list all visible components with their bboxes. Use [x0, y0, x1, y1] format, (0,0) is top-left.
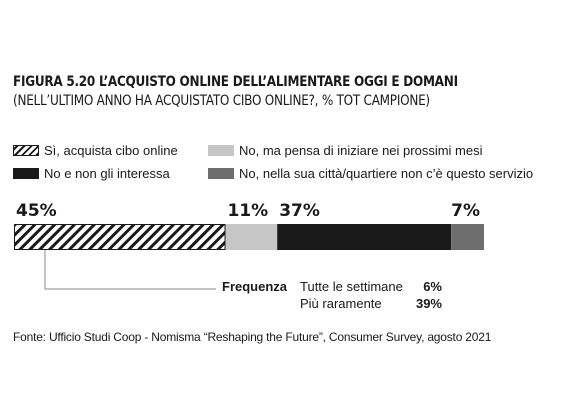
value-label-1: 45% — [16, 201, 57, 221]
chart-subtitle: (NELL’ULTIMO ANNO HA ACQUISTATO CIBO ONL… — [13, 93, 430, 109]
breakdown-item-label: Tutte le settimane — [300, 279, 403, 294]
legend-swatch-black — [13, 168, 39, 179]
legend-item-maybe: No, ma pensa di iniziare nei prossimi me… — [208, 143, 482, 158]
legend-swatch-hatched — [13, 145, 39, 156]
bar-segment-outline — [14, 224, 226, 250]
breakdown-item-value: 39% — [416, 296, 442, 311]
bar-segment-1 — [14, 224, 226, 250]
bar-segment-4 — [451, 224, 484, 250]
legend-item-yes: Sì, acquista cibo online — [13, 143, 178, 158]
legend-label: No e non gli interessa — [44, 166, 170, 181]
value-label-4: 7% — [451, 201, 480, 221]
legend-item-no: No e non gli interessa — [13, 166, 170, 181]
bar-segment-2 — [225, 224, 278, 250]
chart-title: FIGURA 5.20 L’ACQUISTO ONLINE DELL’ALIME… — [13, 74, 458, 90]
breakdown-item-label: Più raramente — [300, 296, 382, 311]
leader-line — [44, 250, 216, 290]
value-label-3: 37% — [279, 201, 320, 221]
value-label-2: 11% — [228, 201, 269, 221]
legend-label: Sì, acquista cibo online — [44, 143, 178, 158]
legend-label: No, ma pensa di iniziare nei prossimi me… — [239, 143, 483, 158]
bar-segment-3 — [277, 224, 452, 250]
legend-swatch-light-gray — [208, 145, 234, 156]
legend-label: No, nella sua città/quartiere non c’è qu… — [239, 166, 534, 181]
legend-swatch-dark-gray — [208, 168, 234, 179]
legend-item-no-service: No, nella sua città/quartiere non c’è qu… — [208, 166, 533, 181]
source-note: Fonte: Ufficio Studi Coop - Nomisma “Res… — [13, 330, 492, 344]
breakdown-item-value: 6% — [423, 279, 442, 294]
breakdown-heading: Frequenza — [222, 279, 288, 294]
